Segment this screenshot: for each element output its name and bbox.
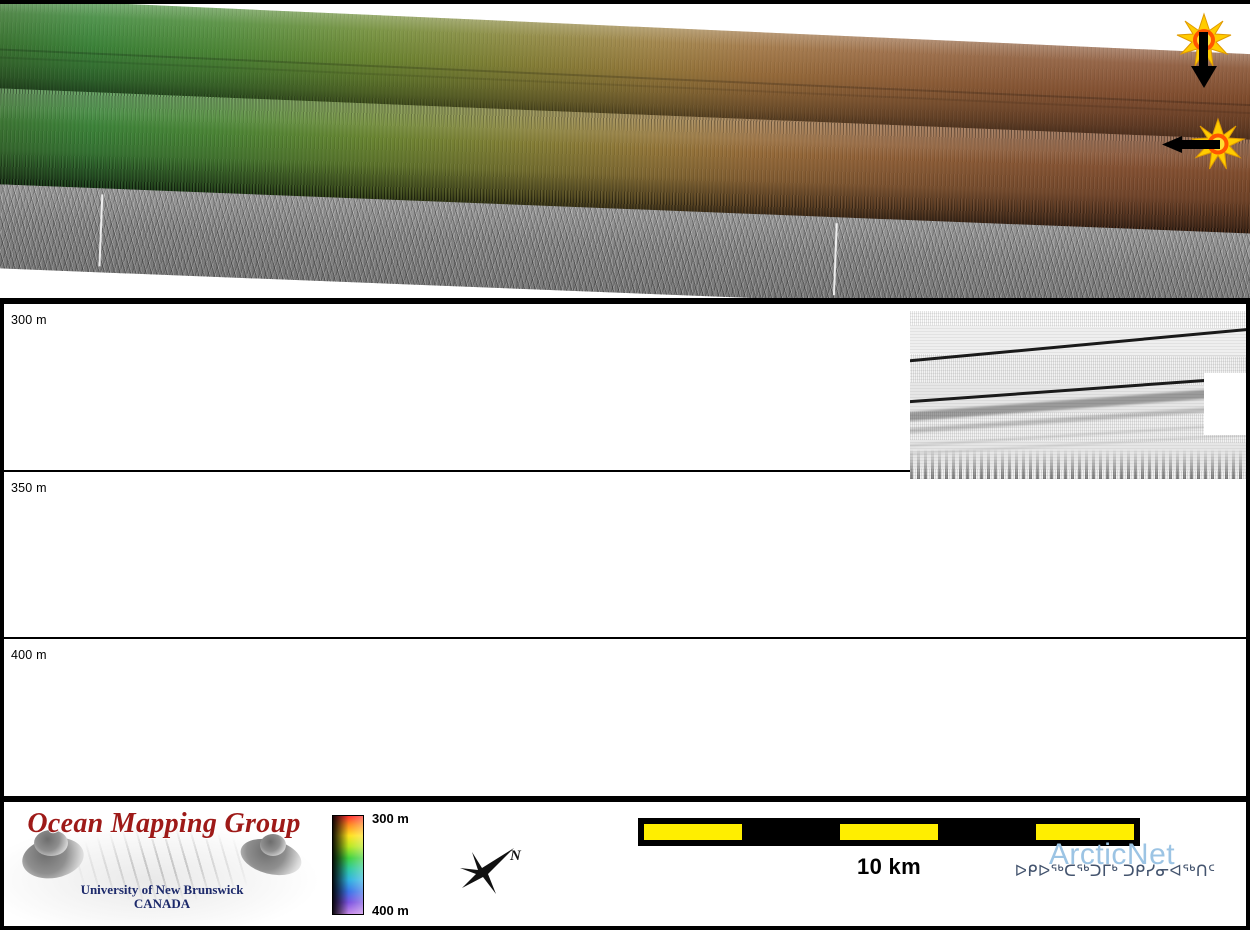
depth-row-400: 400 m: [4, 639, 1246, 796]
omg-country: CANADA: [133, 896, 191, 911]
omg-institution-block: University of New Brunswick CANADA: [4, 883, 320, 911]
omg-title: Ocean Mapping Group: [27, 808, 301, 839]
omg-institution: University of New Brunswick: [80, 882, 244, 897]
depth-row-350: 350 m: [4, 472, 1246, 639]
multibeam-swath-panel: [0, 4, 1250, 298]
colour-ramp-swatch: [332, 815, 364, 915]
colour-scale-top-label: 300 m: [372, 811, 409, 826]
arcticnet-title: ArcticNet: [1048, 838, 1176, 871]
sun-down-icon: [1176, 12, 1232, 88]
depth-label-400: 400 m: [11, 648, 47, 662]
illumination-arrow-left: [1162, 136, 1220, 153]
depth-row-300: 300 m: [4, 304, 1246, 472]
sub-bottom-profile-panel: 300 m 350 m 400 m: [4, 302, 1246, 796]
deep-noise-band: [910, 449, 1246, 479]
scale-segment-2: [742, 824, 840, 840]
sub-bottom-profiler-record[interactable]: [910, 311, 1246, 479]
ocean-mapping-group-logo[interactable]: Ocean Mapping Group University of New Br…: [4, 802, 320, 926]
arcticnet-inuktitut: ᐅᑭᐅᖅᑕᖅᑐᒥᒃ ᑐᑭᓯᓂᐊᖅᑎᑦ: [1014, 863, 1216, 880]
north-arrow-icon: N: [460, 848, 522, 894]
seismic-grain-texture: [910, 311, 1246, 479]
north-letter: N: [509, 848, 522, 864]
sun-left-icon: [1162, 117, 1246, 170]
scale-bar-block: 10 km: [528, 802, 1140, 926]
sun-illumination-marker-down: [1165, 12, 1243, 94]
logo-shape-left-small: [34, 830, 68, 856]
depth-label-350: 350 m: [11, 481, 47, 495]
record-edge-notch: [1204, 373, 1246, 435]
arcticnet-logo[interactable]: ArcticNet ᐅᑭᐅᖅᑕᖅᑐᒥᒃ ᑐᑭᓯᓂᐊᖅᑎᑦ: [986, 802, 1246, 926]
logo-shape-right-small: [260, 834, 286, 856]
north-arrow: N: [454, 802, 528, 926]
scale-segment-3: [840, 824, 938, 840]
legend-panel: Ocean Mapping Group University of New Br…: [4, 800, 1246, 926]
scale-segment-4: [938, 824, 1036, 840]
sun-illumination-marker-left: [1150, 116, 1246, 172]
logo-streak-texture: [74, 830, 254, 900]
illumination-arrow-down: [1191, 32, 1217, 88]
scale-bar: [638, 818, 1140, 846]
colour-scale-bottom-label: 400 m: [372, 903, 409, 918]
depth-colour-scale[interactable]: 300 m 400 m: [320, 802, 454, 926]
scale-segment-5: [1036, 824, 1134, 840]
depth-label-300: 300 m: [11, 313, 47, 327]
scale-segment-1: [644, 824, 742, 840]
scale-bar-label: 10 km: [857, 854, 921, 879]
